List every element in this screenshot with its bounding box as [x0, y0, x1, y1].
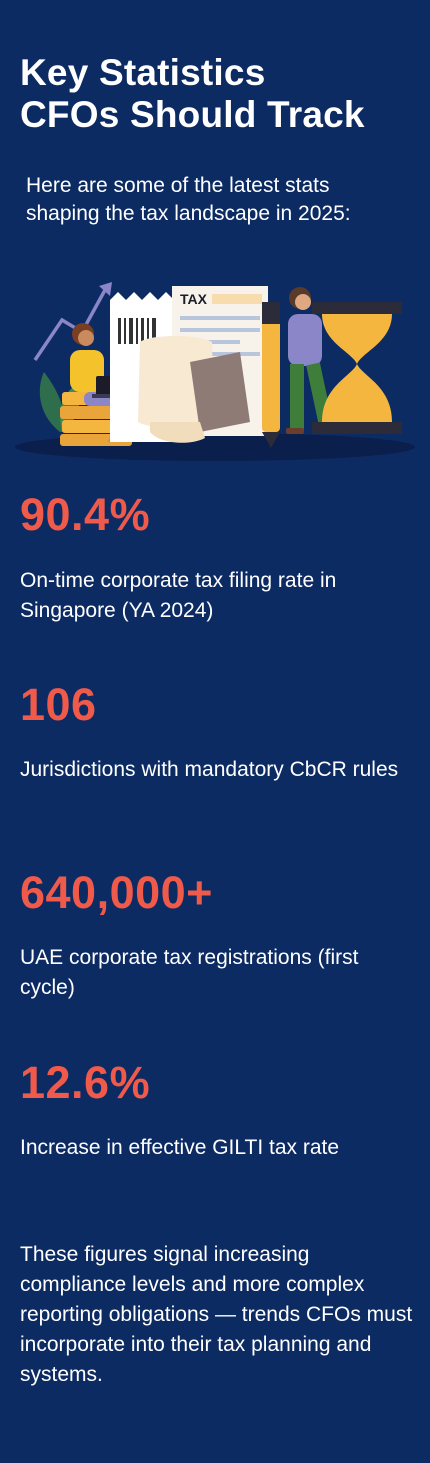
title-line-2: CFOs Should Track [20, 94, 365, 135]
stat-description-4: Increase in effective GILTI tax rate [20, 1136, 340, 1159]
stat-value-3: 640,000+ [20, 867, 213, 918]
stat-value-4: 12.6% [20, 1057, 151, 1108]
intro-text: Here are some of the latest stats shapin… [26, 174, 351, 225]
page-title: Key Statistics CFOs Should Track [20, 52, 420, 136]
tax-illustration: TAX [15, 282, 415, 461]
trend-arrow-icon [33, 282, 112, 361]
stat-value-1: 90.4% [20, 489, 151, 540]
stat-description-2: Jurisdictions with mandatory CbCR rules [20, 758, 399, 781]
title-line-1: Key Statistics [20, 52, 266, 93]
stat-description-3: UAE corporate tax registrations (first c… [20, 946, 359, 999]
tax-form-label: TAX [180, 291, 208, 307]
closing-text: These figures signal increasing complian… [20, 1243, 413, 1386]
hourglass-icon [312, 302, 402, 434]
stat-description-1: On-time corporate tax filing rate in Sin… [20, 569, 337, 622]
stat-value-2: 106 [20, 679, 97, 730]
paper-scroll-icon [138, 336, 250, 443]
pen-icon [262, 302, 280, 448]
